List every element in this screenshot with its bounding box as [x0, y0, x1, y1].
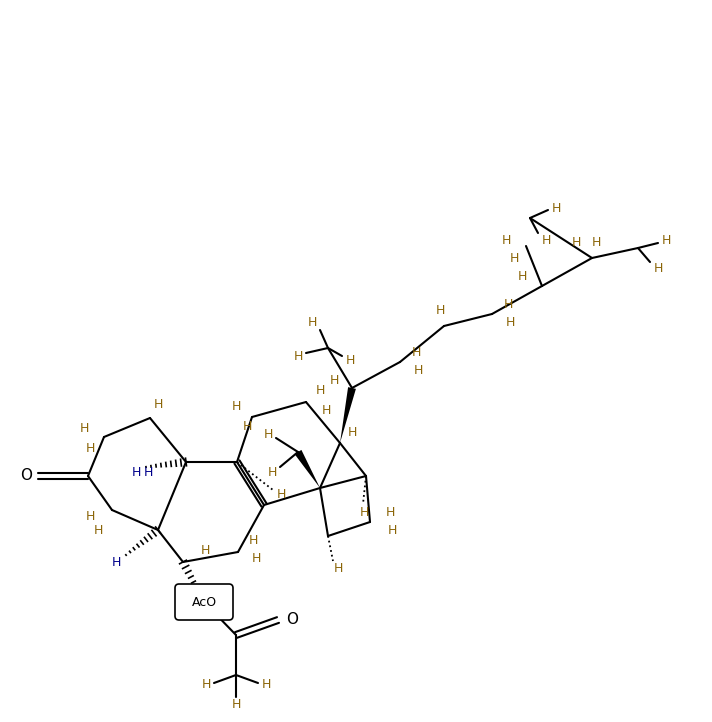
Text: H: H — [330, 373, 339, 386]
Text: H: H — [551, 201, 560, 214]
Text: H: H — [131, 466, 141, 479]
Text: O: O — [20, 469, 32, 484]
Text: H: H — [509, 251, 518, 264]
Text: H: H — [242, 420, 251, 433]
Text: H: H — [345, 354, 355, 367]
Text: H: H — [153, 398, 162, 411]
Text: H: H — [261, 679, 271, 692]
Text: H: H — [111, 555, 121, 568]
Text: H: H — [387, 523, 397, 536]
Text: H: H — [143, 466, 152, 479]
Text: H: H — [347, 427, 357, 440]
Text: H: H — [251, 552, 261, 565]
Text: H: H — [293, 349, 303, 362]
Text: H: H — [267, 466, 277, 479]
Text: H: H — [85, 443, 95, 456]
Polygon shape — [340, 387, 356, 443]
Text: H: H — [541, 233, 550, 246]
Text: H: H — [654, 261, 663, 274]
Text: H: H — [231, 401, 241, 414]
Text: H: H — [248, 534, 258, 547]
FancyBboxPatch shape — [175, 584, 233, 620]
Text: H: H — [435, 303, 445, 316]
Text: H: H — [79, 422, 89, 435]
Text: H: H — [661, 233, 671, 246]
Text: H: H — [501, 233, 511, 246]
Text: H: H — [201, 679, 211, 692]
Text: H: H — [385, 505, 394, 518]
Text: H: H — [321, 404, 330, 417]
Text: H: H — [503, 297, 513, 310]
Text: AcO: AcO — [192, 596, 216, 609]
Text: H: H — [413, 363, 423, 376]
Text: H: H — [276, 487, 286, 500]
Text: H: H — [85, 510, 95, 523]
Text: H: H — [360, 505, 369, 518]
Text: H: H — [412, 346, 421, 359]
Polygon shape — [295, 450, 320, 488]
Text: H: H — [308, 316, 317, 329]
Text: H: H — [231, 698, 241, 711]
Text: H: H — [263, 427, 273, 440]
Text: H: H — [333, 562, 342, 575]
Text: H: H — [506, 316, 515, 329]
Text: H: H — [518, 269, 527, 282]
Text: O: O — [286, 612, 298, 627]
Text: H: H — [571, 235, 581, 248]
Text: H: H — [93, 523, 103, 536]
Text: H: H — [315, 383, 325, 396]
Text: H: H — [200, 544, 210, 557]
Text: H: H — [591, 235, 601, 248]
